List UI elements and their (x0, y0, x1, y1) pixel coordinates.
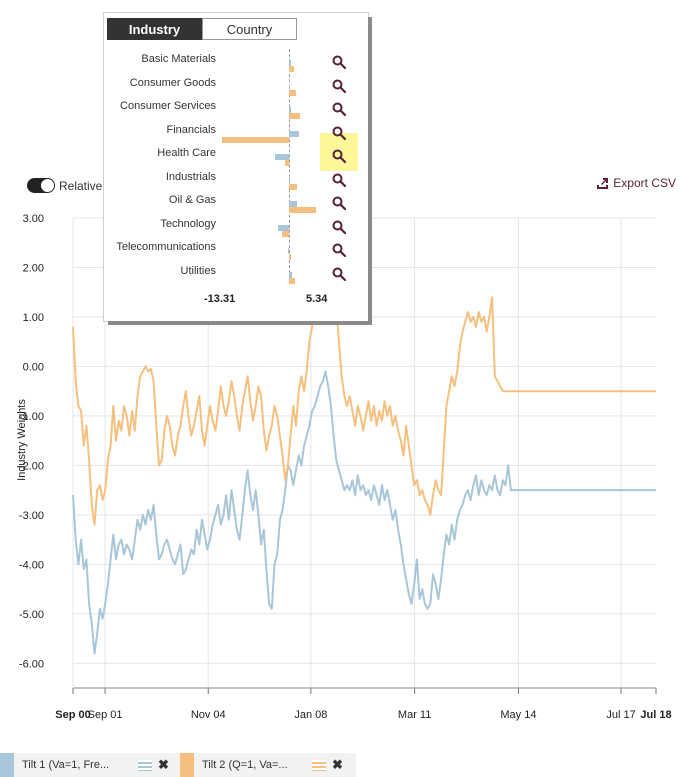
magnify-icon[interactable] (332, 243, 346, 257)
industry-bar (289, 89, 297, 96)
industry-label: Technology (160, 217, 216, 230)
magnify-icon[interactable] (332, 149, 346, 163)
x-tick-label: Jul 17 (606, 709, 635, 721)
series-line-1 (72, 370, 656, 655)
magnify-icon[interactable] (332, 220, 346, 234)
relative-toggle[interactable]: Relative (27, 178, 102, 193)
x-tick-label: Jul 18 (640, 709, 671, 721)
legend-swatch (180, 753, 194, 777)
industry-bar (287, 248, 289, 254)
magnify-icon[interactable] (332, 126, 346, 140)
industry-bar (289, 271, 292, 278)
industry-bar (289, 107, 291, 113)
export-icon (597, 177, 609, 189)
tab-country[interactable]: Country (202, 18, 297, 40)
industry-label: Basic Materials (141, 53, 216, 65)
industry-breakdown-popup: Industry Country Basic Materials Consumer… (104, 13, 368, 321)
x-tick-label: Nov 04 (191, 709, 226, 721)
y-tick-label: 2.00 (23, 262, 44, 274)
y-tick-label: -1.00 (19, 411, 44, 423)
close-icon[interactable]: ✖ (332, 757, 343, 772)
zero-line (289, 49, 290, 283)
toggle-switch[interactable] (27, 178, 55, 193)
industry-bar (285, 160, 289, 166)
industry-label: Consumer Goods (129, 76, 216, 89)
industry-label: Telecommunications (116, 241, 216, 253)
industry-bar (289, 177, 290, 184)
magnify-icon[interactable] (332, 267, 346, 281)
y-tick-label: 0.00 (23, 361, 44, 373)
toggle-label: Relative (59, 178, 103, 193)
y-axis-label: Industry Weights (16, 399, 28, 481)
export-label: Export CSV (613, 176, 676, 190)
industry-bar (289, 83, 290, 90)
magnify-icon[interactable] (332, 173, 346, 187)
tab-industry[interactable]: Industry (107, 18, 202, 40)
x-tick-label: Jan 08 (294, 709, 327, 721)
industry-bar (289, 66, 294, 72)
x-tick-label: May 14 (500, 709, 536, 721)
industry-bar (289, 277, 295, 284)
legend-item-tilt2[interactable]: Tilt 2 (Q=1, Va=... ✖ (180, 753, 356, 777)
industry-bar (289, 113, 301, 119)
x-tick-label: Sep 01 (88, 709, 123, 721)
x-tick-label: Mar 11 (398, 709, 431, 721)
magnify-icon[interactable] (332, 79, 346, 93)
series-lines (72, 251, 656, 655)
axis-min: -13.31 (204, 293, 236, 305)
industry-bar (289, 201, 297, 207)
axis-max: 5.34 (306, 293, 328, 305)
industry-bar (282, 230, 289, 237)
magnify-icon[interactable] (332, 102, 346, 116)
list-icon[interactable] (138, 759, 152, 771)
industry-label: Utilities (180, 264, 216, 277)
export-csv-button[interactable]: Export CSV (596, 176, 676, 190)
y-tick-labels: 3.00 2.00 1.00 0.00 -1.00 -2.00 -3.00 -4.00 -5.0… (19, 213, 44, 670)
legend-label: Tilt 1 (Va=1, Fre... (22, 759, 110, 771)
industry-label: Industrials (165, 170, 216, 183)
industry-bar (222, 136, 289, 143)
legend-item-tilt1[interactable]: Tilt 1 (Va=1, Fre... ✖ (0, 753, 180, 777)
industry-label: Health Care (157, 147, 216, 159)
industry-bar (274, 154, 289, 160)
list-icon[interactable] (312, 759, 326, 771)
y-tick-label: -4.00 (19, 559, 44, 571)
legend-swatch (0, 753, 14, 777)
y-tick-label: -2.00 (19, 460, 44, 472)
legend-label: Tilt 2 (Q=1, Va=... (202, 759, 288, 771)
industry-bar (277, 224, 289, 231)
industry-bar (289, 130, 299, 137)
y-tick-label: 1.00 (23, 312, 44, 324)
industry-label: Consumer Services (120, 100, 216, 112)
industry-bar (289, 183, 298, 190)
highlight-box (320, 133, 358, 171)
y-tick-label: -6.00 (19, 658, 44, 670)
close-icon[interactable]: ✖ (158, 757, 169, 772)
y-tick-label: 3.00 (23, 213, 44, 225)
industry-bar (289, 207, 316, 213)
magnify-icon[interactable] (332, 55, 346, 69)
series-line-2 (72, 251, 656, 526)
y-tick-label: -3.00 (19, 510, 44, 522)
industry-label: Oil & Gas (168, 194, 216, 206)
industry-bar (289, 60, 291, 66)
x-tick-label: Sep 00 (55, 709, 90, 721)
magnify-icon[interactable] (332, 196, 346, 210)
industry-label: Financials (166, 123, 216, 136)
industry-bar (289, 254, 291, 260)
y-tick-label: -5.00 (19, 609, 44, 621)
